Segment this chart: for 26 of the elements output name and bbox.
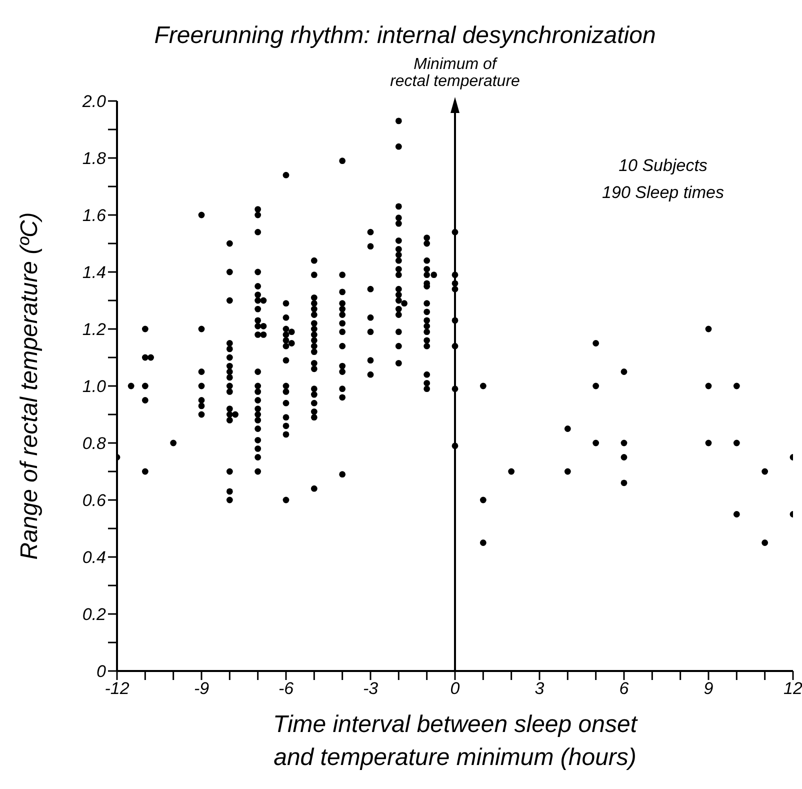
x-tick-label: 0 (450, 679, 460, 698)
chart-title: Freerunning rhythm: internal desynchronization (153, 22, 657, 50)
y-tick-label: 2.0 (81, 92, 107, 112)
y-tick-label: 0 (96, 662, 107, 682)
x-axis-title: Time interval between sleep onset and temperature minimum (hours) (272, 710, 639, 773)
y-tick-label: 1.2 (82, 320, 107, 340)
y-tick-label: 0.8 (82, 434, 107, 454)
x-tick-label: -3 (362, 679, 379, 698)
x-tick-label: -12 (104, 679, 130, 698)
annotation: 190 Sleep times (601, 183, 725, 203)
y-axis-title: Range of rectal temperature (ºC) (16, 211, 44, 562)
x-tick-label: 3 (534, 679, 545, 698)
x-tick-label: 6 (619, 679, 630, 698)
annotation: 10 Subjects (618, 156, 708, 176)
y-tick-label: 0.4 (82, 548, 106, 568)
x-tick-label: 9 (704, 679, 714, 698)
y-tick-label: 0.6 (82, 491, 107, 510)
x-tick-label: -6 (278, 679, 294, 698)
y-tick-label: 1.8 (82, 149, 107, 168)
x-tick-label: -9 (194, 679, 210, 698)
y-tick-label: 1.0 (82, 377, 107, 396)
ref-line-label: Minimum of rectal temperature (390, 56, 520, 90)
x-tick-label: 12 (784, 679, 802, 698)
y-tick-label: 1.6 (82, 206, 107, 226)
y-tick-label: 0.2 (82, 605, 107, 624)
y-tick-label: 1.4 (82, 263, 106, 282)
